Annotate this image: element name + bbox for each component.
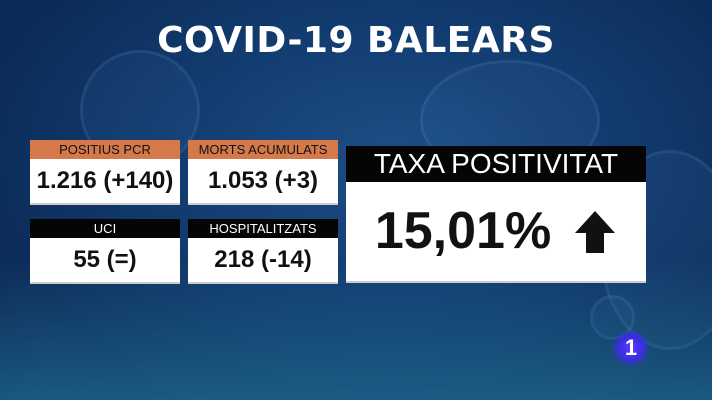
card-value: 55 (=)	[30, 238, 180, 284]
arrow-up-icon	[575, 210, 616, 253]
rate-label: TAXA POSITIVITAT	[346, 146, 646, 182]
card-label: MORTS ACUMULATS	[188, 140, 338, 159]
card-positius-pcr: POSITIUS PCR 1.216 (+140)	[30, 140, 180, 205]
card-hospitalitzats: HOSPITALITZATS 218 (-14)	[188, 219, 338, 284]
card-label: UCI	[30, 219, 180, 238]
card-taxa-positivitat: TAXA POSITIVITAT 15,01%	[346, 146, 646, 283]
card-label: POSITIUS PCR	[30, 140, 180, 159]
card-value: 218 (-14)	[188, 238, 338, 284]
rate-value-box: 15,01%	[346, 182, 646, 283]
rate-value: 15,01%	[374, 202, 552, 260]
card-uci: UCI 55 (=)	[30, 219, 180, 284]
card-value: 1.053 (+3)	[188, 159, 338, 205]
card-morts-acumulats: MORTS ACUMULATS 1.053 (+3)	[188, 140, 338, 205]
channel-logo: 1	[612, 330, 650, 366]
card-label: HOSPITALITZATS	[188, 219, 338, 238]
card-value: 1.216 (+140)	[30, 159, 180, 205]
page-title: COVID-19 BALEARS	[157, 20, 555, 61]
